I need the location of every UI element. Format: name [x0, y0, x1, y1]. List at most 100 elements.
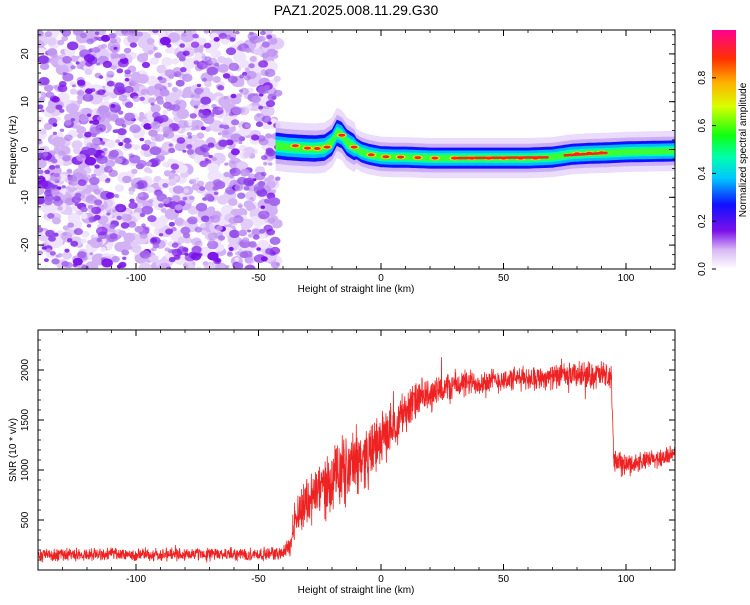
noise-blob: [134, 225, 144, 233]
snr-y-tick-label: 1000: [20, 458, 31, 481]
noise-blob: [195, 202, 208, 212]
noise-blob: [139, 250, 151, 259]
noise-blob: [97, 44, 104, 50]
noise-blob: [44, 169, 50, 175]
noise-blob: [180, 30, 195, 43]
noise-blob: [150, 248, 155, 252]
snr-x-tick-label: 50: [498, 574, 510, 585]
noise-blob: [114, 184, 125, 193]
noise-blob: [171, 195, 181, 202]
noise-blob: [192, 33, 199, 39]
noise-blob: [247, 229, 252, 233]
noise-blob: [50, 188, 60, 196]
noise-blob: [61, 185, 66, 189]
noise-blob: [236, 208, 248, 217]
noise-blob: [67, 222, 75, 228]
noise-blob: [149, 146, 162, 156]
noise-blob: [82, 93, 94, 102]
noise-blob: [124, 112, 136, 122]
noise-blob: [113, 46, 118, 50]
noise-blob: [251, 228, 261, 236]
noise-blob: [68, 187, 74, 193]
noise-blob: [118, 142, 124, 146]
noise-blob: [125, 101, 134, 109]
noise-blob: [129, 190, 134, 195]
noise-blob: [254, 254, 266, 263]
trace-hotspot-core: [338, 133, 346, 137]
noise-blob: [228, 246, 234, 251]
noise-blob: [212, 179, 223, 187]
noise-blob: [188, 178, 197, 185]
noise-blob: [198, 109, 210, 119]
noise-blob: [265, 248, 274, 255]
noise-blob: [84, 68, 93, 76]
noise-blob: [89, 126, 101, 135]
noise-blob: [228, 217, 238, 224]
noise-blob: [106, 73, 112, 78]
noise-blob: [45, 229, 55, 238]
noise-blob: [235, 251, 241, 256]
noise-blob: [141, 205, 154, 215]
noise-blob: [62, 232, 68, 236]
noise-blob: [217, 132, 222, 136]
noise-blob: [194, 52, 202, 59]
noise-blob: [237, 192, 246, 199]
colorbar-label: Normalized spectral amplitude: [738, 82, 749, 217]
noise-blob: [191, 237, 202, 246]
noise-blob: [137, 192, 144, 198]
noise-blob: [176, 80, 185, 87]
noise-blob: [123, 137, 131, 144]
noise-blob: [73, 147, 81, 154]
noise-blob: [77, 90, 85, 96]
noise-blob: [231, 119, 240, 126]
noise-blob: [89, 176, 100, 186]
noise-blob: [76, 126, 87, 134]
noise-blob: [50, 173, 62, 182]
snr-series: [38, 357, 675, 563]
noise-blob: [62, 154, 71, 162]
noise-blob: [242, 71, 248, 76]
noise-blob: [129, 124, 141, 134]
noise-blob: [51, 258, 60, 265]
noise-blob: [70, 240, 79, 247]
colorbar-tick-label: 0.4: [697, 166, 708, 180]
noise-blob: [136, 180, 148, 189]
noise-blob: [191, 119, 204, 131]
noise-blob: [196, 132, 205, 139]
noise-blob: [166, 230, 172, 235]
noise-blob: [217, 85, 225, 91]
noise-blob: [240, 218, 254, 230]
noise-blob: [109, 224, 116, 229]
noise-blob: [64, 208, 73, 216]
noise-blob: [131, 168, 138, 175]
noise-blob: [224, 196, 229, 201]
noise-blob: [152, 30, 159, 34]
spectrogram-y-tick-label: -20: [20, 237, 31, 252]
noise-blob: [199, 186, 206, 192]
trace-hotspot-core: [323, 145, 331, 149]
noise-blob: [171, 86, 178, 93]
noise-blob: [101, 152, 106, 156]
noise-blob: [224, 162, 229, 166]
noise-blob: [207, 232, 218, 241]
noise-blob: [237, 204, 243, 209]
noise-blob: [119, 57, 129, 64]
noise-blob: [162, 126, 173, 135]
noise-blob: [170, 169, 176, 174]
noise-blob: [181, 93, 188, 99]
noise-blob: [171, 242, 179, 248]
noise-blob: [111, 255, 120, 263]
noise-blob: [222, 73, 231, 79]
noise-blob: [170, 163, 179, 170]
noise-blob: [186, 148, 195, 155]
snr-y-tick-label: 500: [20, 511, 31, 528]
noise-blob: [193, 105, 199, 109]
noise-blob: [151, 237, 158, 243]
noise-blob: [58, 150, 66, 157]
noise-blob: [174, 142, 186, 152]
noise-blob: [261, 115, 272, 124]
noise-blob: [38, 30, 44, 37]
noise-blob: [61, 35, 69, 42]
noise-blob: [94, 31, 100, 35]
noise-blob: [164, 247, 171, 252]
